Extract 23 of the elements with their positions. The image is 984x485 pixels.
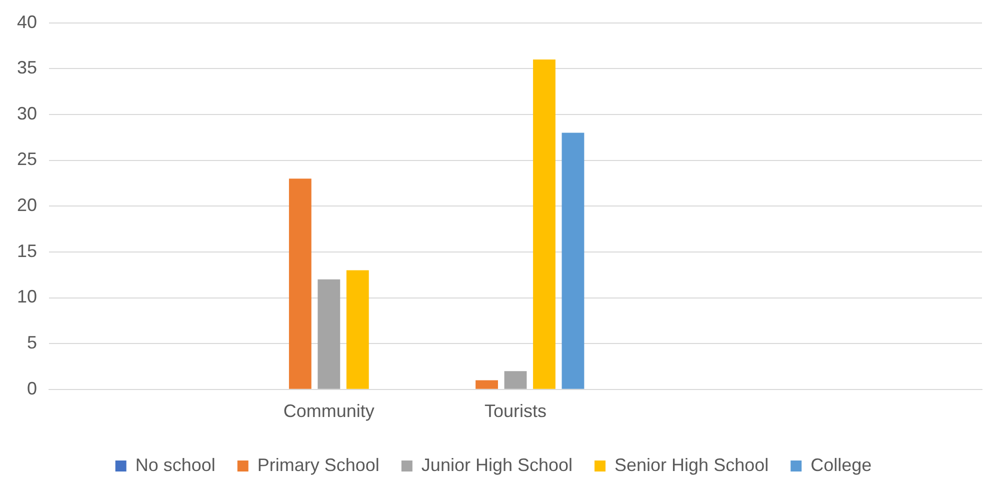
y-tick-label: 40 — [16, 12, 38, 32]
legend-label: Primary School — [257, 454, 380, 475]
bar — [504, 371, 527, 389]
y-tick-label: 20 — [16, 195, 38, 216]
y-tick-label: 35 — [16, 58, 38, 78]
y-tick-label: 5 — [27, 332, 38, 353]
y-tick-label: 15 — [16, 240, 38, 261]
legend-label: Junior High School — [421, 454, 573, 475]
bar — [562, 132, 584, 389]
bar — [533, 59, 556, 389]
bar — [476, 380, 498, 389]
y-tick-label: 25 — [16, 149, 38, 170]
y-tick-label: 10 — [16, 286, 38, 307]
bar — [346, 270, 369, 389]
legend-label: College — [810, 454, 872, 475]
y-tick-label: 30 — [16, 103, 38, 124]
bar — [288, 178, 312, 389]
bar — [318, 279, 340, 389]
legend-label: No school — [135, 454, 216, 475]
legend-label: Senior High School — [614, 454, 769, 475]
y-tick-label: 0 — [27, 378, 38, 398]
x-tick-label: Community — [283, 401, 374, 422]
x-tick-label: Tourists — [484, 401, 547, 422]
